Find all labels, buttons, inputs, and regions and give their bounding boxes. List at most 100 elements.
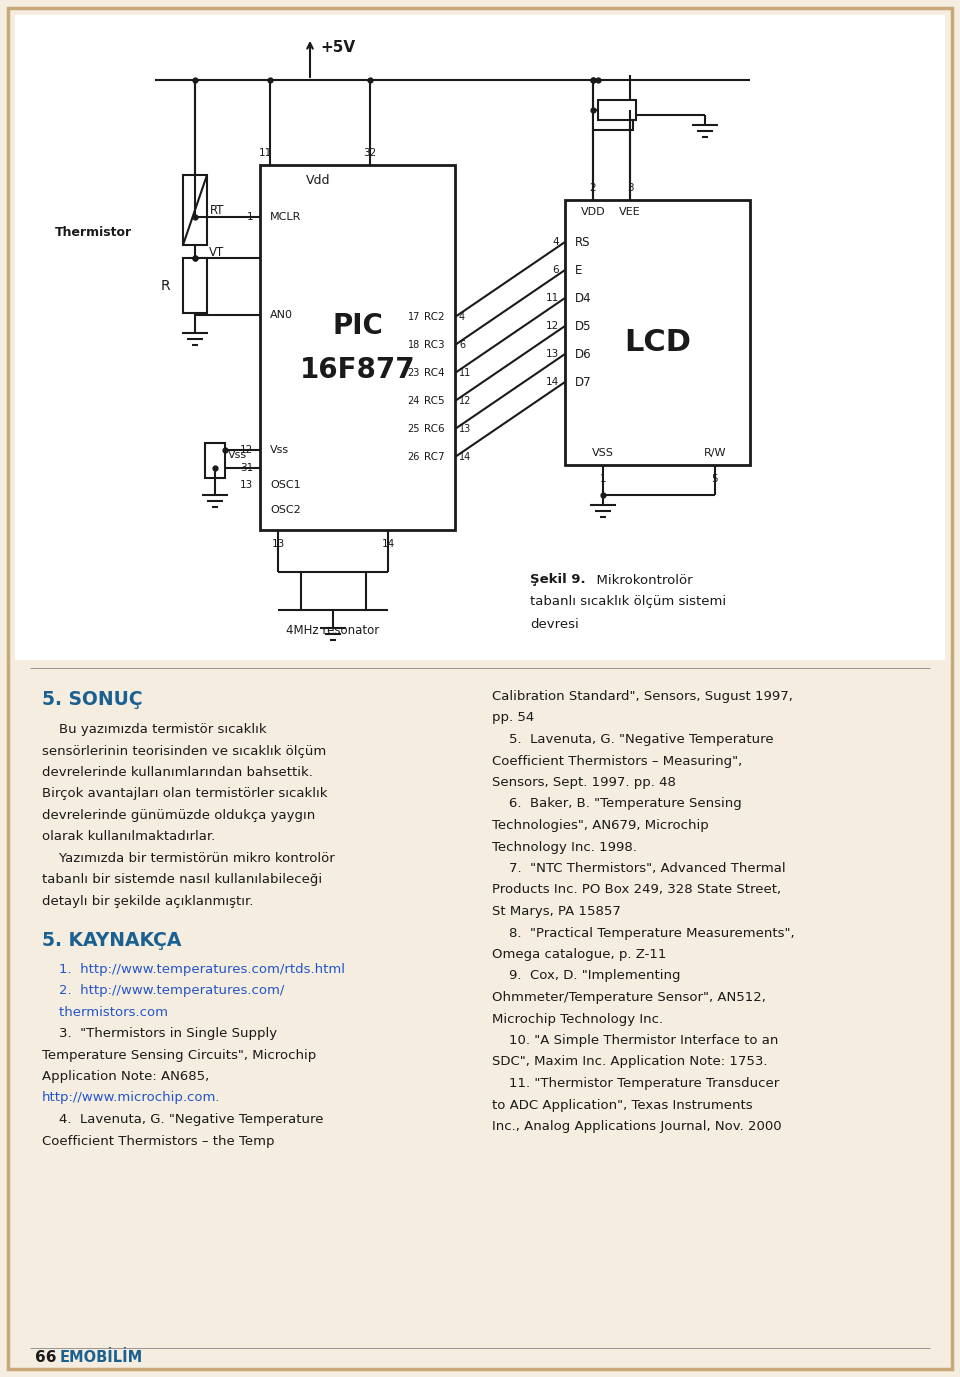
Text: Bu yazımızda termistör sıcaklık: Bu yazımızda termistör sıcaklık	[42, 723, 267, 735]
Text: 9.  Cox, D. "Implementing: 9. Cox, D. "Implementing	[492, 969, 681, 983]
Text: Sensors, Sept. 1997. pp. 48: Sensors, Sept. 1997. pp. 48	[492, 777, 676, 789]
Text: 11. "Thermistor Temperature Transducer: 11. "Thermistor Temperature Transducer	[492, 1077, 780, 1091]
Text: R: R	[160, 278, 170, 292]
Text: EMOBİLİM: EMOBİLİM	[60, 1351, 143, 1366]
Text: VSS: VSS	[592, 448, 614, 459]
Text: MCLR: MCLR	[270, 212, 301, 222]
Text: 23: 23	[408, 368, 420, 379]
Text: Vss: Vss	[270, 445, 289, 454]
Text: Technologies", AN679, Microchip: Technologies", AN679, Microchip	[492, 819, 708, 832]
Text: 6.  Baker, B. "Temperature Sensing: 6. Baker, B. "Temperature Sensing	[492, 797, 742, 811]
Text: 2: 2	[589, 183, 596, 193]
Text: D6: D6	[575, 347, 591, 361]
Bar	[593, 110, 633, 129]
Text: RC3: RC3	[424, 340, 445, 350]
Text: 31: 31	[240, 463, 253, 474]
Text: tabanlı bir sistemde nasıl kullanılabileceği: tabanlı bir sistemde nasıl kullanılabile…	[42, 873, 323, 887]
Text: Ohmmeter/Temperature Sensor", AN512,: Ohmmeter/Temperature Sensor", AN512,	[492, 991, 766, 1004]
Text: 25: 25	[407, 424, 420, 434]
Text: 26: 26	[408, 452, 420, 463]
Text: sensörlerinin teorisinden ve sıcaklık ölçüm: sensörlerinin teorisinden ve sıcaklık öl…	[42, 745, 326, 757]
Text: Products Inc. PO Box 249, 328 State Street,: Products Inc. PO Box 249, 328 State Stre…	[492, 884, 781, 896]
Text: 66: 66	[35, 1351, 57, 1366]
Text: devrelerinde günümüzde oldukça yaygın: devrelerinde günümüzde oldukça yaygın	[42, 810, 315, 822]
Text: Mikrokontrolör: Mikrokontrolör	[588, 573, 692, 587]
Text: +5V: +5V	[320, 40, 355, 55]
Text: tabanlı sıcaklık ölçüm sistemi: tabanlı sıcaklık ölçüm sistemi	[530, 595, 726, 609]
Text: D5: D5	[575, 319, 591, 332]
Text: OSC2: OSC2	[270, 505, 300, 515]
Text: RC4: RC4	[424, 368, 445, 379]
Text: LCD: LCD	[624, 328, 691, 357]
Text: VT: VT	[209, 246, 225, 259]
Text: to ADC Application", Texas Instruments: to ADC Application", Texas Instruments	[492, 1099, 753, 1111]
Text: http://www.microchip.com.: http://www.microchip.com.	[42, 1092, 221, 1104]
Text: 10. "A Simple Thermistor Interface to an: 10. "A Simple Thermistor Interface to an	[492, 1034, 779, 1047]
Bar	[598, 101, 636, 120]
Text: OSC1: OSC1	[270, 481, 300, 490]
Text: AN0: AN0	[270, 310, 293, 319]
Text: E: E	[575, 263, 583, 277]
Text: Technology Inc. 1998.: Technology Inc. 1998.	[492, 840, 636, 854]
Text: 14: 14	[459, 452, 471, 463]
Text: 4: 4	[552, 237, 559, 246]
Text: 18: 18	[408, 340, 420, 350]
Text: St Marys, PA 15857: St Marys, PA 15857	[492, 905, 621, 918]
Text: Thermistor: Thermistor	[55, 226, 132, 238]
Text: RT: RT	[210, 204, 225, 216]
Text: Application Note: AN685,: Application Note: AN685,	[42, 1070, 209, 1082]
Text: 4MHz resonator: 4MHz resonator	[286, 624, 379, 636]
Text: 32: 32	[364, 147, 376, 158]
Text: RC5: RC5	[424, 397, 445, 406]
Text: Omega catalogue, p. Z-11: Omega catalogue, p. Z-11	[492, 947, 666, 961]
Text: 2.  http://www.temperatures.com/: 2. http://www.temperatures.com/	[42, 985, 284, 997]
Text: 7.  "NTC Thermistors", Advanced Thermal: 7. "NTC Thermistors", Advanced Thermal	[492, 862, 785, 874]
Text: 16F877: 16F877	[300, 355, 416, 384]
Text: 17: 17	[408, 313, 420, 322]
Text: devrelerinde kullanımlarından bahsettik.: devrelerinde kullanımlarından bahsettik.	[42, 766, 313, 779]
Text: Vss: Vss	[228, 450, 247, 460]
Text: 3.  "Thermistors in Single Supply: 3. "Thermistors in Single Supply	[42, 1027, 277, 1040]
Text: 12: 12	[240, 445, 253, 454]
Text: RS: RS	[575, 235, 590, 248]
Text: PIC: PIC	[332, 311, 383, 340]
Text: 5. KAYNAKÇA: 5. KAYNAKÇA	[42, 931, 181, 950]
Text: 12: 12	[459, 397, 471, 406]
Text: thermistors.com: thermistors.com	[42, 1005, 168, 1019]
Text: 11: 11	[258, 147, 272, 158]
Text: detaylı bir şekilde açıklanmıştır.: detaylı bir şekilde açıklanmıştır.	[42, 895, 253, 907]
Text: Şekil 9.: Şekil 9.	[530, 573, 586, 587]
Text: Calibration Standard", Sensors, Sugust 1997,: Calibration Standard", Sensors, Sugust 1…	[492, 690, 793, 704]
Text: 13: 13	[240, 481, 253, 490]
Text: RC2: RC2	[424, 313, 445, 322]
Text: 5. SONUÇ: 5. SONUÇ	[42, 690, 143, 709]
Text: 11: 11	[545, 293, 559, 303]
Text: 1: 1	[247, 212, 253, 222]
Text: 6: 6	[552, 264, 559, 275]
Text: 14: 14	[545, 377, 559, 387]
Text: Microchip Technology Inc.: Microchip Technology Inc.	[492, 1012, 663, 1026]
Text: R/W: R/W	[704, 448, 727, 459]
Text: olarak kullanılmaktadırlar.: olarak kullanılmaktadırlar.	[42, 830, 215, 844]
Text: 5: 5	[711, 474, 718, 483]
Text: 13: 13	[545, 348, 559, 359]
Text: 12: 12	[545, 321, 559, 330]
Text: 13: 13	[272, 538, 284, 549]
Text: 8.  "Practical Temperature Measurements",: 8. "Practical Temperature Measurements",	[492, 927, 795, 939]
Text: Yazımızda bir termistörün mikro kontrolör: Yazımızda bir termistörün mikro kontrolö…	[42, 852, 335, 865]
Text: Inc., Analog Applications Journal, Nov. 2000: Inc., Analog Applications Journal, Nov. …	[492, 1120, 781, 1133]
Text: VEE: VEE	[619, 207, 641, 218]
Text: Coefficient Thermistors – the Temp: Coefficient Thermistors – the Temp	[42, 1135, 275, 1147]
Text: RC7: RC7	[424, 452, 445, 463]
Text: devresi: devresi	[530, 617, 579, 631]
Text: 14: 14	[381, 538, 395, 549]
Text: 6: 6	[459, 340, 466, 350]
Bar	[300, 571, 366, 610]
Text: 3: 3	[627, 183, 634, 193]
Text: 24: 24	[408, 397, 420, 406]
Bar	[15, 15, 945, 660]
Text: 4: 4	[459, 313, 466, 322]
Text: 11: 11	[459, 368, 471, 379]
Text: RC6: RC6	[424, 424, 445, 434]
Text: D4: D4	[575, 292, 591, 304]
